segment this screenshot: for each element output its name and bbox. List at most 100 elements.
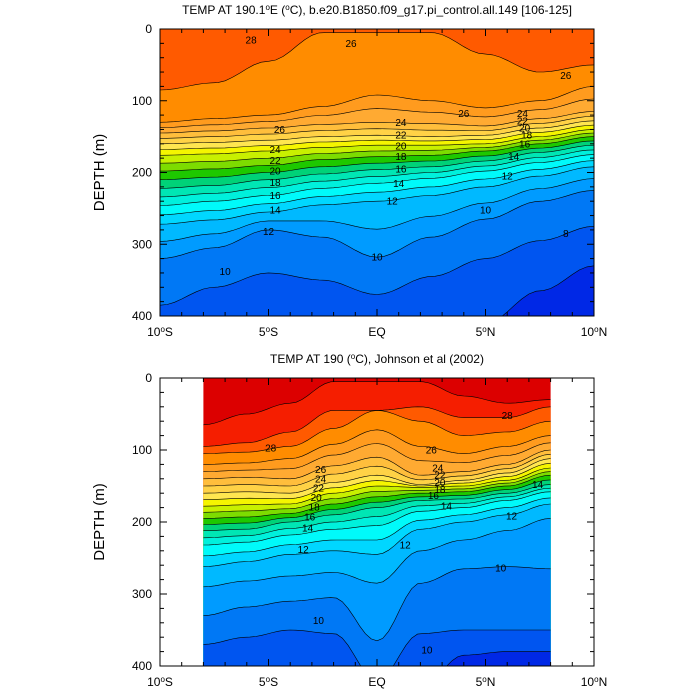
- isotherm-12: [203, 503, 551, 567]
- panel-2-axes: 0 100 200 300 400 10oS 5oS EQ 5oN 10oN: [132, 371, 607, 689]
- contour-label: 10: [313, 616, 325, 627]
- contour-label: 14: [302, 523, 314, 534]
- isotherm-17: [160, 140, 594, 180]
- isotherm-8: [446, 651, 551, 666]
- isotherm-16: [203, 484, 551, 531]
- isotherm-22: [203, 458, 551, 494]
- panel-2-title: TEMP AT 190 (oC), Johnson et al (2002): [270, 352, 484, 367]
- panel-1-title: TEMP AT 190.1oE (oC), b.e20.B1850.f09_g1…: [182, 3, 572, 18]
- isotherm-19: [203, 471, 551, 513]
- isotherm-13: [203, 497, 551, 557]
- panel-1-contour-labels: 28 26262626242220181614121024222018161412…: [220, 35, 572, 278]
- isotherm-25: [160, 98, 594, 128]
- x-tick-label: EQ: [368, 325, 385, 339]
- isotherm-18: [203, 474, 551, 519]
- x-tick-label: EQ: [368, 675, 385, 689]
- contour-label: 18: [521, 131, 533, 142]
- panel-2-y-axis-label: DEPTH (m): [91, 483, 108, 561]
- contour-label: 20: [434, 478, 446, 489]
- y-tick-label: 400: [132, 309, 152, 323]
- isotherm-12: [160, 166, 594, 225]
- isotherm-20: [160, 129, 594, 156]
- contour-label: 24: [315, 474, 327, 485]
- contour-label: 22: [517, 116, 529, 127]
- y-tick-label: 100: [132, 94, 152, 108]
- contour-label: 14: [441, 502, 453, 513]
- contour-label: 24: [517, 109, 529, 120]
- contour-label: 22: [269, 156, 281, 167]
- isotherm-16: [160, 144, 594, 189]
- contour-label: 16: [304, 513, 316, 524]
- isotherm-23: [160, 115, 594, 139]
- isotherm-27: [203, 410, 551, 454]
- isotherm-10: [160, 190, 594, 259]
- contour-label: 16: [519, 139, 531, 150]
- contour-label: 22: [395, 131, 407, 142]
- contour-label: 16: [428, 491, 440, 502]
- isotherm-15: [160, 149, 594, 198]
- contour-label: 24: [432, 464, 444, 475]
- isotherm-11: [203, 518, 551, 588]
- contour-label: 14: [269, 205, 281, 216]
- contour-label: 14: [393, 179, 405, 190]
- y-tick-label: 0: [145, 371, 152, 385]
- isotherm-10: [203, 566, 551, 642]
- panel-1-isotherms: [160, 32, 594, 316]
- isotherm-24: [160, 111, 594, 134]
- isotherm-21: [160, 124, 594, 150]
- panel-2: TEMP AT 190 (oC), Johnson et al (2002) 2…: [91, 352, 607, 690]
- isotherm-14: [160, 154, 594, 206]
- temp-band-8: [160, 226, 594, 316]
- isotherm-11: [160, 178, 594, 242]
- y-tick-label: 200: [132, 166, 152, 180]
- contour-label: 20: [311, 493, 323, 504]
- panel-2-isotherms: [203, 381, 551, 666]
- contour-label: 14: [532, 480, 544, 491]
- x-tick-label: 5oN: [476, 325, 496, 340]
- isotherm-13: [160, 160, 594, 216]
- contour-label: 26: [426, 446, 438, 457]
- contour-label: 28: [246, 35, 258, 46]
- contour-label: 10: [220, 267, 232, 278]
- x-tick-label: 10oN: [581, 325, 607, 340]
- contour-label: 26: [274, 125, 286, 136]
- contour-label: 16: [395, 164, 407, 175]
- contour-label: 14: [508, 152, 520, 163]
- contour-label: 12: [263, 227, 275, 238]
- contour-label: 24: [395, 118, 407, 129]
- isotherm-23: [203, 454, 551, 487]
- contour-label: 10: [421, 646, 433, 657]
- contour-label: 18: [309, 502, 321, 513]
- isotherm-18: [160, 136, 594, 172]
- y-tick-label: 200: [132, 515, 152, 529]
- contour-label: 12: [506, 512, 518, 523]
- contour-label: 18: [395, 152, 407, 163]
- isotherm-9: [160, 226, 594, 306]
- contour-label: 28: [502, 411, 514, 422]
- x-tick-label: 5oN: [476, 675, 496, 690]
- x-tick-label: 5oS: [259, 325, 278, 340]
- isotherm-8: [501, 265, 594, 316]
- isotherm-26: [203, 429, 551, 465]
- contour-label: 18: [269, 178, 281, 189]
- contour-label: 10: [480, 205, 492, 216]
- contour-label: 12: [400, 541, 412, 552]
- panel-1: TEMP AT 190.1oE (oC), b.e20.B1850.f09_g1…: [91, 3, 607, 340]
- y-tick-label: 300: [132, 587, 152, 601]
- isotherm-24: [203, 449, 551, 480]
- isotherm-17: [203, 479, 551, 525]
- contour-label: 22: [313, 484, 325, 495]
- temp-band-7: [160, 265, 594, 316]
- panel-1-y-axis-label: DEPTH (m): [91, 134, 108, 212]
- isotherm-14: [203, 491, 551, 546]
- contour-label: 26: [315, 465, 327, 476]
- isotherm-9: [203, 629, 551, 666]
- contour-label: 12: [387, 197, 399, 208]
- panel-1-filled-contours: [160, 29, 594, 316]
- x-tick-label: 5oS: [259, 675, 278, 690]
- contour-label: 22: [434, 471, 446, 482]
- y-tick-label: 100: [132, 443, 152, 457]
- x-tick-label: 10oS: [147, 325, 173, 340]
